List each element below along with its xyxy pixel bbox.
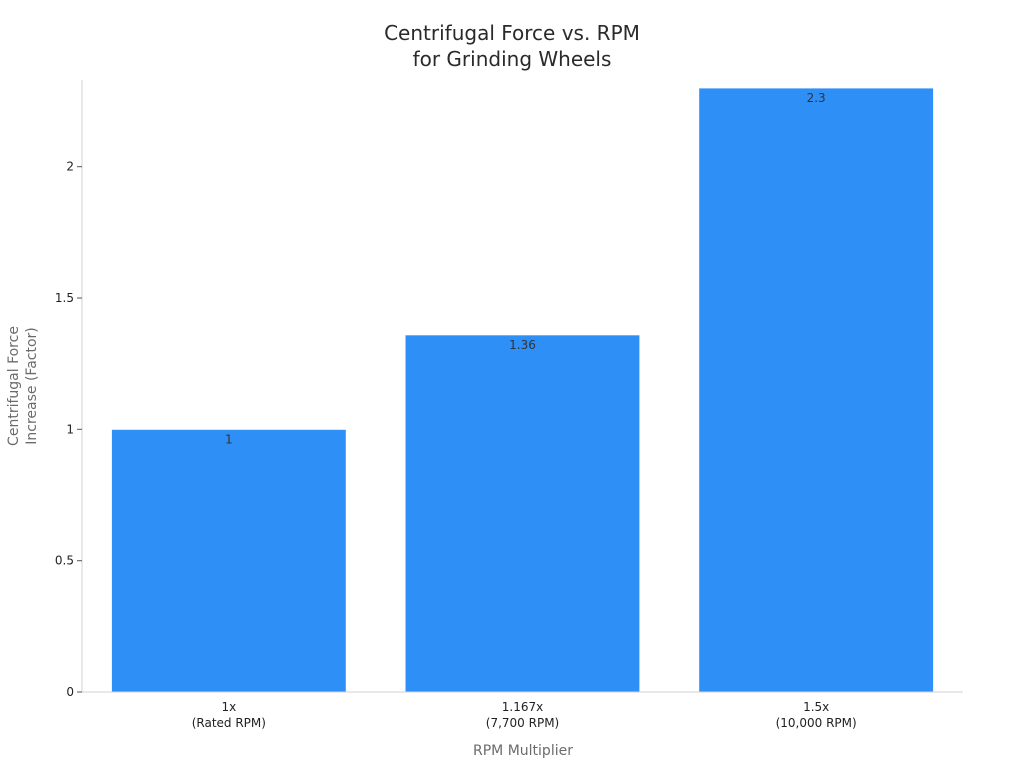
bar	[404, 334, 641, 693]
x-tick-label: (10,000 RPM)	[776, 716, 857, 730]
x-tick-label: 1.167x	[502, 700, 543, 714]
y-axis-title: Centrifugal Force Increase (Factor)	[6, 326, 40, 446]
x-tick-label: 1x	[221, 700, 236, 714]
y-tick-label: 1	[66, 422, 74, 436]
x-tick-label: (7,700 RPM)	[486, 716, 559, 730]
y-tick-label: 1.5	[55, 291, 74, 305]
data-label: 2.3	[807, 91, 826, 105]
chart-title: Centrifugal Force vs. RPM for Grinding W…	[384, 21, 640, 71]
data-label: 1	[225, 432, 233, 446]
x-axis-title: RPM Multiplier	[473, 743, 573, 759]
y-axis-title-line-1: Centrifugal Force	[6, 326, 22, 446]
x-ticks-group: 1x (Rated RPM) 1.167x (7,700 RPM) 1.5x (10,00…	[192, 700, 857, 730]
y-ticks-group: 0 0.5 1 1.5 2	[55, 160, 82, 699]
chart-title-line-1: Centrifugal Force vs. RPM	[384, 21, 640, 45]
axes-group	[81, 80, 963, 693]
y-tick-label: 0	[66, 685, 74, 699]
bar	[698, 87, 935, 693]
x-tick-label: 1.5x	[803, 700, 829, 714]
data-labels-group: 1 1.36 2.3	[225, 91, 826, 446]
y-axis-title-line-2: Increase (Factor)	[24, 327, 40, 444]
y-tick-label: 2	[66, 160, 74, 174]
data-label: 1.36	[509, 338, 536, 352]
chart-title-line-2: for Grinding Wheels	[413, 47, 612, 71]
y-tick-label: 0.5	[55, 554, 74, 568]
x-tick-label: (Rated RPM)	[192, 716, 266, 730]
bar	[110, 428, 347, 693]
bars-group	[110, 87, 935, 693]
